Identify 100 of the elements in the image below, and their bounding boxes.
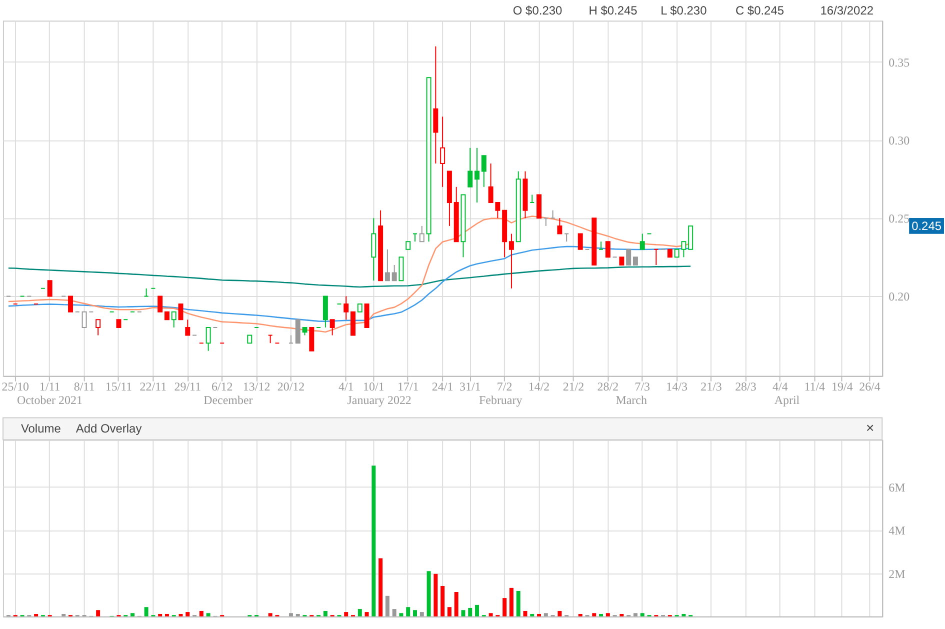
- bar: [372, 466, 376, 616]
- y-tick-label: 0.20: [888, 290, 910, 304]
- x-tick-label: 28/2: [597, 379, 619, 394]
- bar: [488, 613, 493, 616]
- x-tick-label: 17/1: [397, 379, 419, 394]
- bar: [447, 607, 452, 616]
- y-tick-label: 0.35: [888, 55, 910, 70]
- bar: [406, 607, 410, 616]
- x-tick-label: 8/11: [74, 379, 95, 394]
- bar: [378, 558, 383, 616]
- bar: [461, 610, 466, 616]
- x-tick-label: 14/3: [666, 379, 688, 394]
- bar: [558, 610, 562, 616]
- candlestick: [640, 233, 645, 250]
- text: February: [478, 392, 522, 407]
- text: March: [616, 392, 647, 407]
- bar: [530, 614, 534, 616]
- x-tick-label: 1/11: [39, 379, 60, 394]
- candlestick: [508, 233, 514, 289]
- bar: [130, 613, 135, 616]
- x-tick-label: 31/1: [459, 379, 481, 394]
- bar: [537, 614, 542, 616]
- text: L $0.230: [660, 4, 708, 18]
- bar: [96, 610, 100, 616]
- bar: [578, 614, 582, 616]
- x-tick-label: 24/1: [432, 379, 454, 394]
- candlestick: [392, 264, 397, 282]
- y-tick-label: 4M: [888, 524, 906, 538]
- text: C $0.245: [735, 4, 784, 18]
- x-tick-label: 7/2: [496, 379, 512, 394]
- x-tick-label: 13/12: [242, 379, 270, 394]
- candlestick: [468, 147, 473, 188]
- candlestick: [536, 194, 542, 219]
- candlestick: [178, 304, 184, 320]
- text: January 2022: [347, 392, 412, 407]
- text: December: [204, 392, 253, 407]
- y-tick-label: 2M: [888, 566, 906, 581]
- bar: [399, 613, 404, 616]
- x-tick-label: 25/10: [2, 379, 30, 394]
- candlestick: [474, 147, 480, 204]
- bar: [186, 612, 190, 616]
- candlestick: [330, 319, 335, 336]
- bar: [364, 612, 369, 616]
- candlestick: [158, 296, 163, 312]
- bar: [358, 609, 362, 616]
- candlestick: [688, 225, 694, 250]
- x-tick-label: 11/4: [804, 379, 826, 394]
- bar: [158, 614, 162, 616]
- x-tick-label: 21/3: [700, 379, 722, 394]
- x-tick-label: 4/4: [772, 379, 788, 394]
- bar: [34, 614, 38, 616]
- bar: [440, 586, 445, 616]
- candlestick: [481, 155, 486, 188]
- bar: [523, 610, 528, 616]
- x-tick-label: 28/3: [735, 379, 756, 394]
- line-series: [8, 266, 692, 288]
- candlestick: [322, 296, 328, 328]
- bar: [640, 613, 644, 616]
- bar: [502, 598, 507, 616]
- bar: [420, 612, 424, 616]
- bar: [268, 613, 272, 616]
- bar: [206, 613, 210, 616]
- y-tick-label: 0.25: [888, 212, 910, 226]
- bar: [144, 607, 148, 616]
- bar: [599, 614, 604, 616]
- x-tick-label: 26/4: [859, 379, 880, 394]
- x-tick-label: 7/3: [634, 379, 650, 394]
- candlestick: [440, 116, 446, 188]
- text: H $0.245: [588, 4, 638, 18]
- candlestick: [344, 296, 349, 320]
- bar: [392, 609, 396, 616]
- bar: [509, 588, 514, 616]
- candlestick: [626, 248, 632, 266]
- candlestick: [47, 280, 52, 297]
- bar: [426, 571, 431, 616]
- candlestick: [295, 319, 300, 344]
- x-tick-label: 10/1: [363, 379, 384, 394]
- bar: [475, 604, 480, 616]
- bar: [434, 574, 438, 616]
- bar: [682, 614, 686, 616]
- bar: [454, 592, 458, 616]
- x-tick-label: 29/11: [174, 379, 202, 394]
- candlestick: [419, 225, 424, 242]
- text: 16/3/2022: [820, 4, 874, 18]
- x-tick-label: 14/2: [528, 379, 550, 394]
- y-tick-label: 0.30: [888, 134, 910, 148]
- x-tick-label: 6/12: [211, 379, 233, 394]
- bar: [413, 610, 417, 616]
- bar: [468, 608, 472, 616]
- text: O $0.230: [512, 4, 562, 18]
- text: Add Overlay: [76, 422, 142, 436]
- bar: [62, 614, 66, 616]
- y-tick-label: 6M: [888, 480, 906, 495]
- bar: [592, 613, 596, 616]
- bar: [516, 590, 520, 616]
- candlestick: [433, 46, 438, 164]
- candlestick: [578, 233, 583, 250]
- bar: [385, 596, 390, 616]
- bar: [606, 613, 610, 616]
- candlestick: [171, 311, 176, 328]
